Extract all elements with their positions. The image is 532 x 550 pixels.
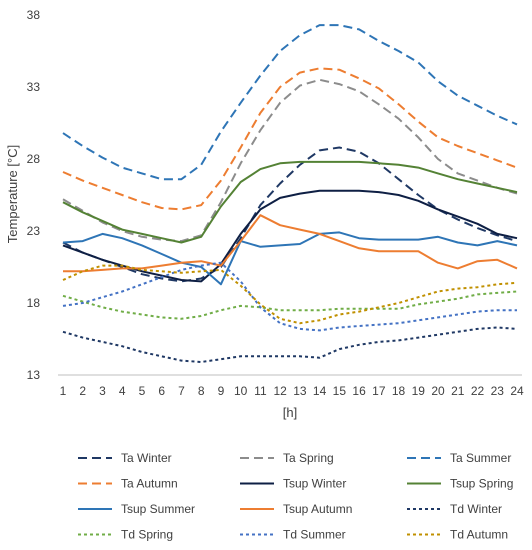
x-tick-label: 9 (218, 384, 225, 398)
legend-label: Td Summer (283, 528, 346, 542)
legend-item: Td Winter (407, 502, 502, 516)
x-tick-label: 5 (139, 384, 146, 398)
x-tick-label: 14 (313, 384, 327, 398)
x-tick-label: 6 (158, 384, 165, 398)
y-tick-labels: 13 18 23 28 33 38 (27, 8, 41, 382)
x-tick-label: 7 (178, 384, 185, 398)
y-tick-label: 18 (27, 296, 41, 310)
legend-item: Tsup Winter (240, 477, 346, 491)
x-tick-label: 22 (471, 384, 485, 398)
x-axis-label: [h] (283, 405, 297, 420)
x-tick-label: 8 (198, 384, 205, 398)
legend-label: Ta Summer (450, 451, 511, 465)
series-line-td-summer (62, 261, 517, 332)
series-lines (62, 24, 518, 363)
x-tick-label: 20 (431, 384, 445, 398)
x-tick-label: 18 (392, 384, 406, 398)
y-tick-label: 13 (27, 368, 41, 382)
legend-label: Tsup Spring (450, 477, 513, 491)
x-tick-label: 23 (491, 384, 505, 398)
legend-label: Td Spring (121, 528, 173, 542)
x-tick-labels: 1 2 3 4 5 6 7 8 9 10 11 12 13 14 15 16 17 18 19 20 21 22 23 24 (60, 384, 524, 398)
series-line-ta-spring (62, 78, 518, 243)
y-axis-label: Temperature [°C] (5, 145, 20, 243)
legend-item: Td Autumn (407, 528, 508, 542)
legend-item: Tsup Spring (407, 477, 513, 491)
legend-label: Tsup Autumn (283, 502, 352, 516)
legend-label: Tsup Winter (283, 477, 346, 491)
legend-label: Ta Winter (121, 451, 172, 465)
series-line-td-autumn (62, 264, 518, 325)
legend-label: Ta Autumn (121, 477, 178, 491)
legend-label: Tsup Summer (121, 502, 195, 516)
legend-label: Td Autumn (450, 528, 508, 542)
series-line-ta-autumn (62, 67, 518, 211)
x-tick-label: 1 (60, 384, 67, 398)
x-tick-label: 11 (254, 384, 267, 398)
series-line-td-winter (62, 326, 518, 363)
x-tick-label: 10 (234, 384, 248, 398)
legend-label: Ta Spring (283, 451, 334, 465)
legend-item: Td Summer (240, 528, 346, 542)
x-tick-label: 17 (372, 384, 386, 398)
legend-item: Ta Winter (78, 451, 172, 465)
legend: Ta Winter Ta Spring Ta Summer Ta Autumn Tsup… (78, 451, 513, 542)
x-tick-label: 19 (412, 384, 426, 398)
legend-item: Ta Autumn (78, 477, 178, 491)
y-tick-label: 38 (27, 8, 41, 22)
series-line-tsup-summer (62, 231, 518, 286)
x-tick-label: 3 (99, 384, 106, 398)
legend-label: Td Winter (450, 502, 502, 516)
legend-item: Tsup Autumn (240, 502, 352, 516)
legend-item: Ta Spring (240, 451, 334, 465)
legend-item: Td Spring (78, 528, 173, 542)
x-tick-label: 16 (352, 384, 366, 398)
x-tick-label: 21 (451, 384, 465, 398)
x-tick-label: 15 (333, 384, 347, 398)
series-line-tsup-spring (62, 160, 518, 244)
y-tick-label: 23 (27, 224, 41, 238)
y-tick-label: 33 (27, 80, 41, 94)
series-line-ta-summer (62, 24, 518, 181)
y-tick-label: 28 (27, 152, 41, 166)
x-tick-label: 12 (273, 384, 287, 398)
legend-item: Ta Summer (407, 451, 511, 465)
series-line-tsup-autumn (63, 214, 518, 273)
series-line-td-spring (62, 290, 518, 320)
series-line-tsup-winter (62, 189, 518, 283)
x-tick-label: 13 (293, 384, 307, 398)
x-tick-label: 2 (79, 384, 86, 398)
legend-item: Tsup Summer (78, 502, 195, 516)
x-tick-label: 24 (510, 384, 524, 398)
x-tick-label: 4 (119, 384, 126, 398)
